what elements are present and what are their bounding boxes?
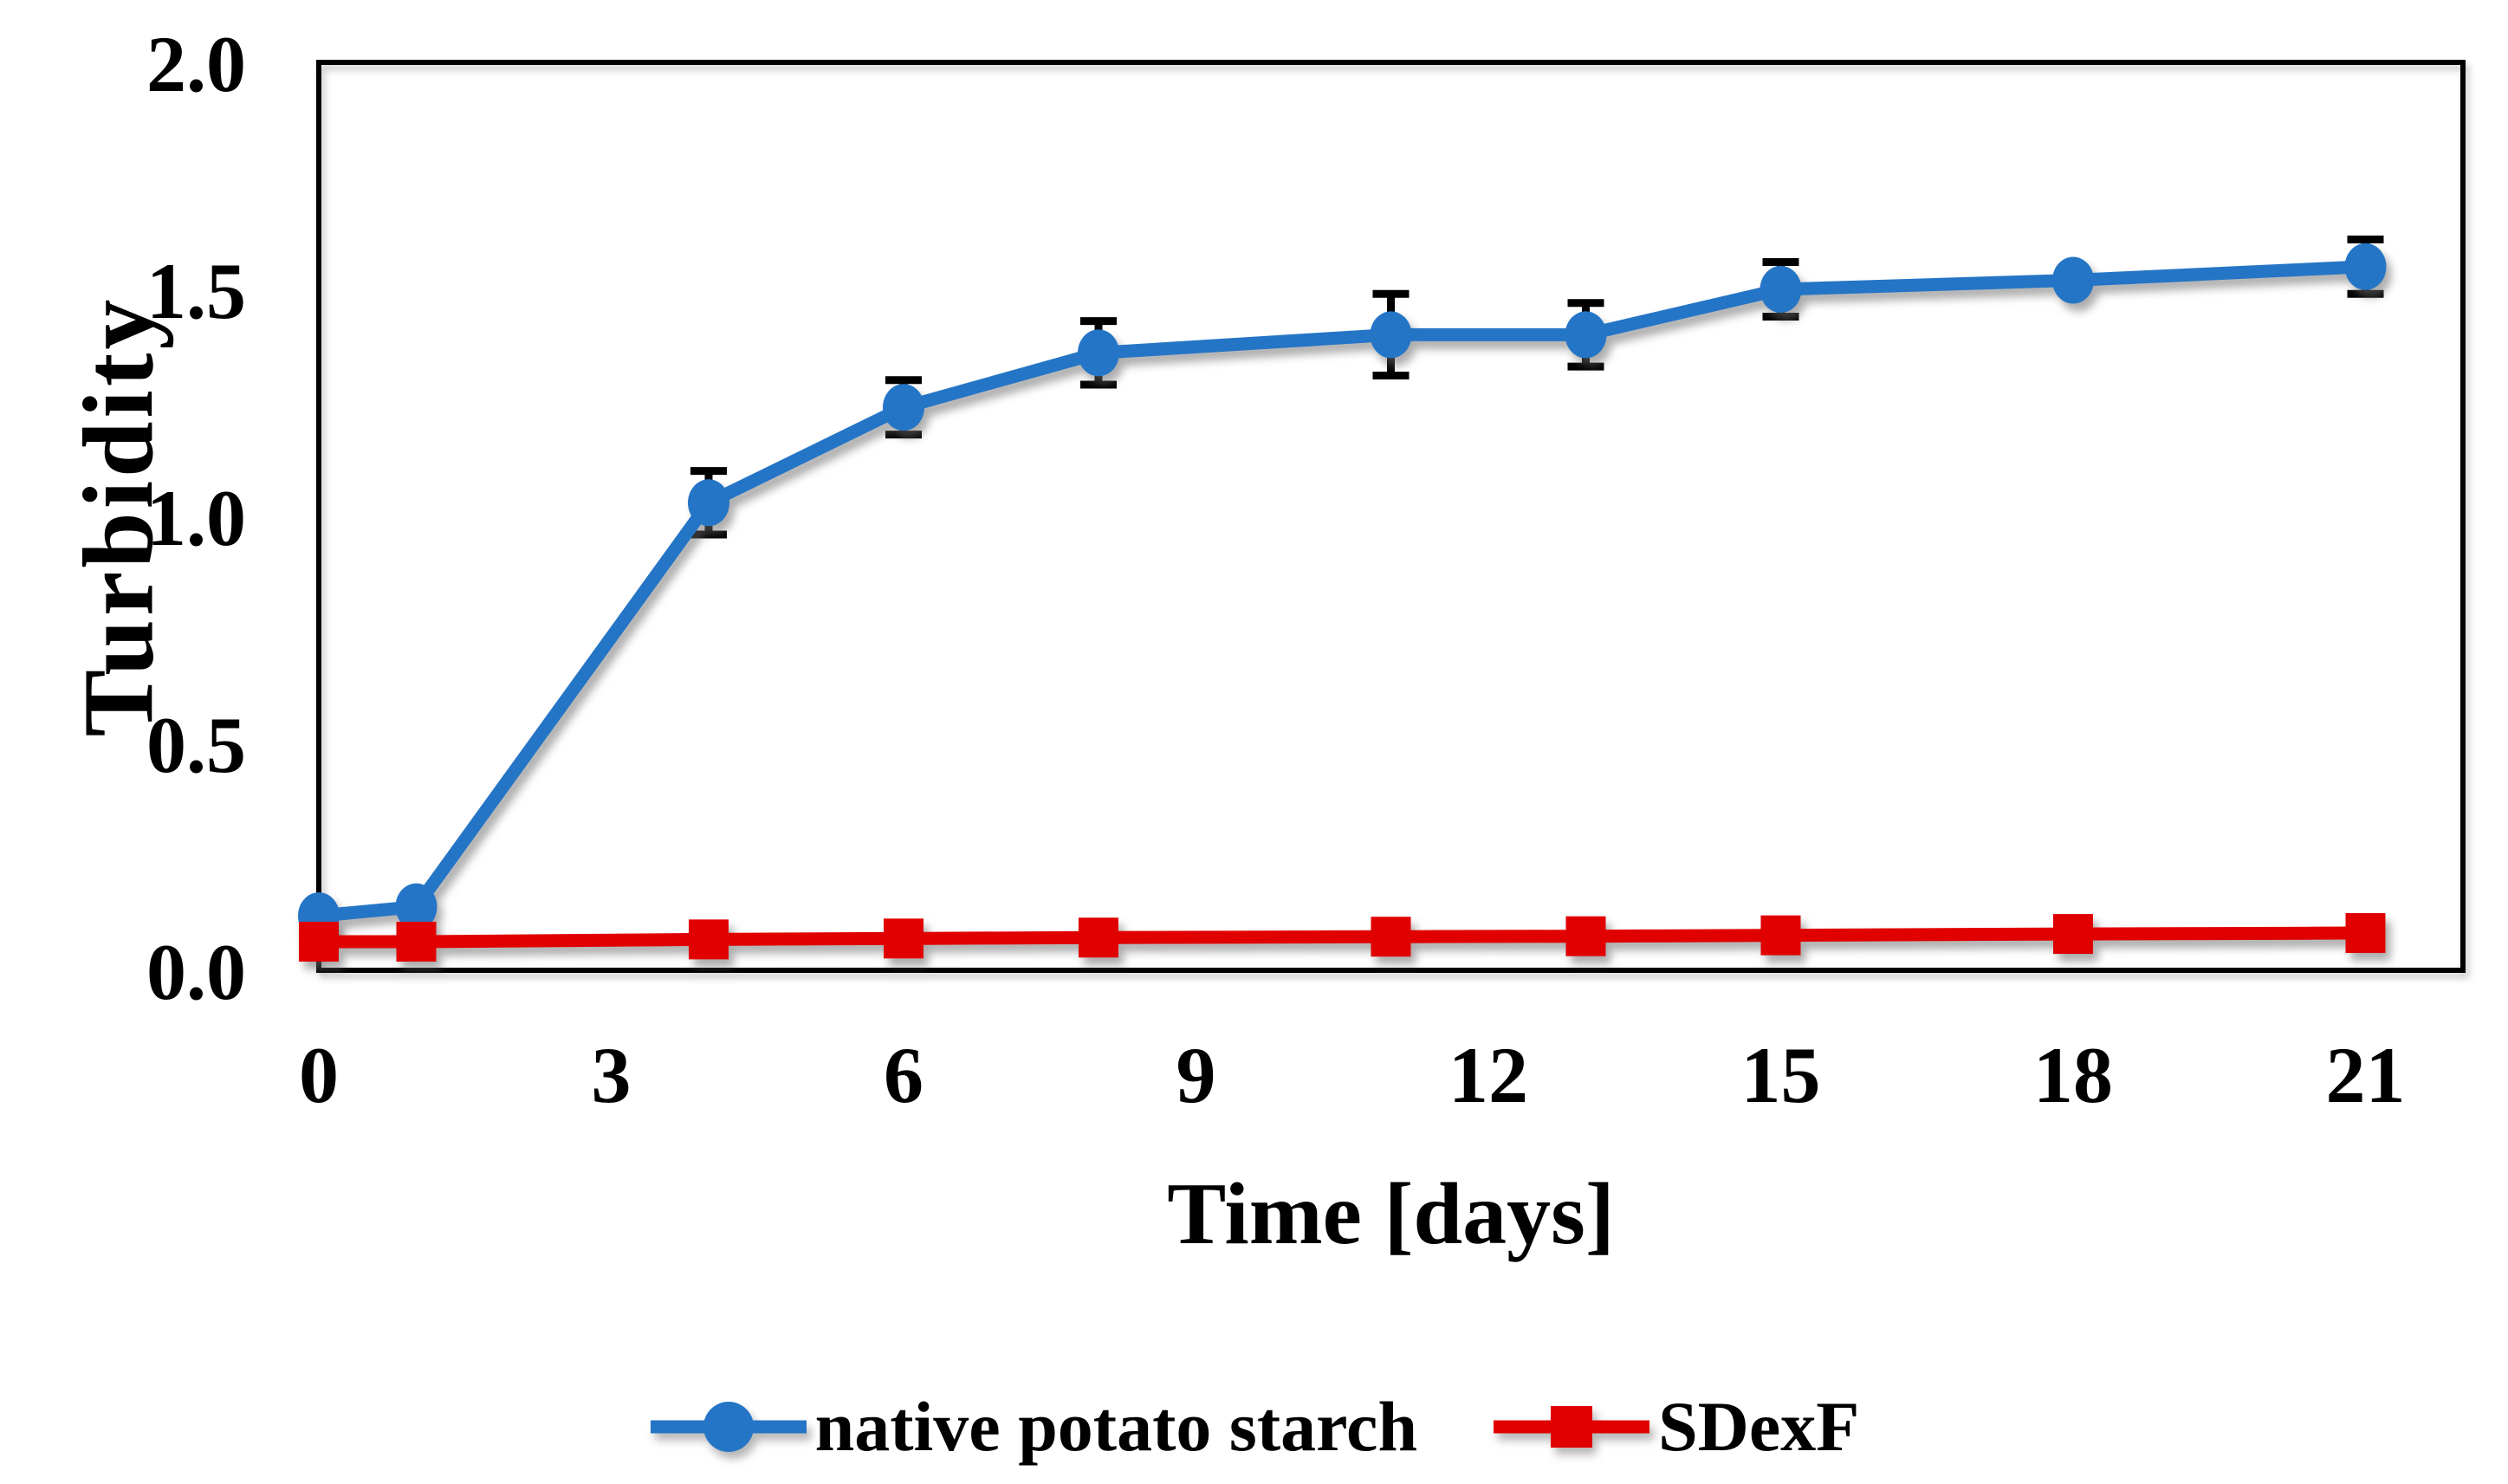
y-tick-label-0.0: 0.0 <box>146 928 246 1016</box>
x-tick-label-18: 18 <box>2033 1031 2113 1119</box>
series-line-native-potato-starch <box>312 260 2372 923</box>
data-point-sdexf-day-15 <box>1760 915 1801 956</box>
series-sdexf <box>299 913 2386 962</box>
series-line-sdexf <box>312 926 2372 949</box>
data-point-sdexf-day-21 <box>2345 913 2386 954</box>
legend: native potato starch SDexF <box>0 1384 2508 1470</box>
data-point-sdexf-day-18 <box>2053 914 2093 955</box>
y-tick-label-1.0: 1.0 <box>146 474 246 562</box>
data-point-sdexf-day-4 <box>689 919 729 960</box>
legend-label-sdexf: SDexF <box>1658 1387 1860 1466</box>
data-point-sdexf-day-0 <box>299 921 339 962</box>
legend-square-marker-icon <box>1551 1406 1593 1448</box>
legend-item-native-potato-starch: native potato starch <box>649 1384 1417 1470</box>
x-tick-label-3: 3 <box>592 1031 632 1119</box>
y-axis-tick-labels: 0.0 0.5 1.0 1.5 2.0 <box>146 20 246 1016</box>
plot-border <box>316 60 2466 973</box>
x-tick-label-6: 6 <box>884 1031 923 1119</box>
x-tick-label-0: 0 <box>299 1031 339 1119</box>
x-axis-tick-labels: 0 3 6 9 12 15 18 21 <box>299 1031 2406 1119</box>
data-point-native-potato-starch-day-15 <box>1759 266 1802 313</box>
series-native-potato-starch <box>298 243 2387 940</box>
x-tick-label-9: 9 <box>1176 1031 1216 1119</box>
x-tick-label-15: 15 <box>1741 1031 1821 1119</box>
data-point-native-potato-starch-day-1 <box>395 883 437 930</box>
data-point-native-potato-starch-day-11 <box>1370 311 1412 359</box>
legend-key-square-icon <box>1494 1406 1650 1448</box>
y-tick-label-2.0: 2.0 <box>146 20 246 108</box>
data-point-sdexf-day-1 <box>396 921 437 962</box>
x-tick-label-12: 12 <box>1448 1031 1528 1119</box>
legend-circle-marker-icon <box>703 1402 754 1452</box>
data-point-sdexf-day-8 <box>1079 917 1118 958</box>
data-point-native-potato-starch-day-6 <box>883 384 924 431</box>
legend-label-native-potato-starch: native potato starch <box>814 1387 1418 1466</box>
plot-frame <box>316 60 2466 973</box>
x-tick-label-21: 21 <box>2326 1031 2406 1119</box>
data-point-native-potato-starch-day-8 <box>1078 329 1119 377</box>
data-point-native-potato-starch-day-13 <box>1565 311 1607 359</box>
data-point-native-potato-starch-day-18 <box>2052 256 2094 304</box>
y-tick-label-0.5: 0.5 <box>146 701 246 789</box>
legend-item-sdexf: SDexF <box>1492 1384 1859 1470</box>
data-point-sdexf-day-11 <box>1371 917 1411 957</box>
y-axis-title: Turbidity <box>63 295 175 737</box>
data-point-native-potato-starch-day-21 <box>2344 243 2387 290</box>
legend-key-circle-icon <box>650 1402 807 1452</box>
data-point-sdexf-day-6 <box>884 918 923 959</box>
data-point-native-potato-starch-day-4 <box>688 479 729 527</box>
x-axis-title: Time [days] <box>1167 1164 1615 1263</box>
y-tick-label-1.5: 1.5 <box>146 247 246 335</box>
data-point-sdexf-day-13 <box>1565 916 1606 956</box>
